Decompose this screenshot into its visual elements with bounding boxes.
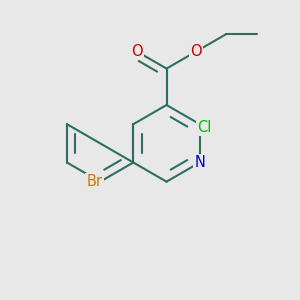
Text: N: N bbox=[194, 155, 205, 170]
Text: Br: Br bbox=[86, 174, 102, 189]
Text: Cl: Cl bbox=[197, 119, 212, 134]
Text: O: O bbox=[190, 44, 202, 59]
Text: O: O bbox=[131, 44, 142, 59]
